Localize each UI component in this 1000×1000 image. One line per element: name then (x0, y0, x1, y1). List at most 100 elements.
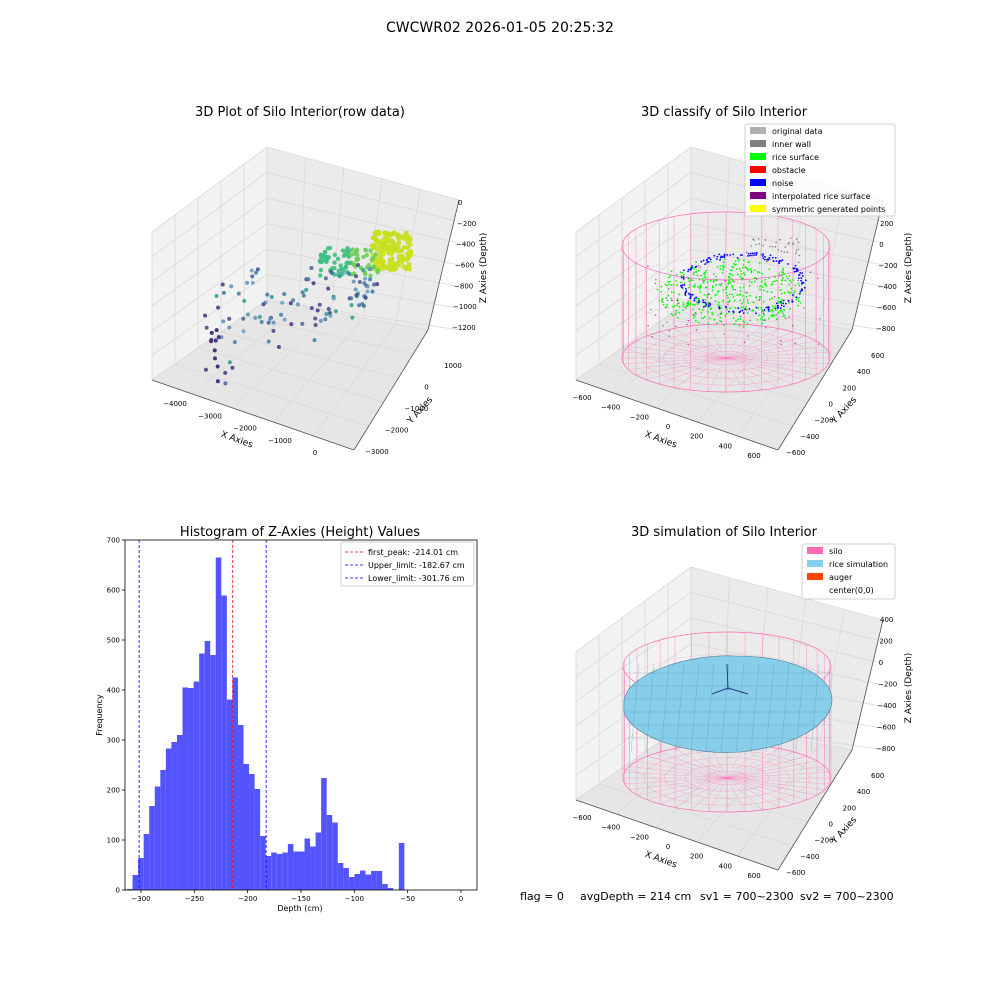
histogram-bar (165, 748, 172, 890)
tick-label: 200 (880, 220, 893, 228)
y-tick-label: 700 (107, 537, 120, 545)
x-tick-label: −100 (345, 895, 364, 903)
classify-x-ticks: −600 −400 −200 0 200 400 600 (572, 394, 760, 460)
legend-swatch (750, 179, 766, 186)
panel-simulation: 3D simulation of Silo Interior −600−400−… (572, 525, 914, 880)
tick-label: −400 (877, 702, 896, 710)
tick-label: −400 (456, 241, 475, 249)
legend-label: noise (772, 179, 793, 188)
tick-label: 400 (719, 442, 732, 450)
status-sv1: sv1 = 700~2300 (700, 890, 794, 903)
hist-ylabel: Frequency (95, 694, 104, 736)
histogram-bar (276, 854, 283, 890)
legend-label: rice simulation (829, 560, 888, 569)
legend-swatch (750, 153, 766, 160)
tick-label: −800 (876, 745, 895, 753)
y-tick-label: 500 (107, 637, 120, 645)
legend-swatch (750, 166, 766, 173)
histogram-bar (260, 836, 266, 890)
classify-point-cloud (647, 237, 821, 346)
tick-label: −200 (878, 262, 897, 270)
histogram-bar (304, 838, 311, 890)
tick-label: 0 (313, 449, 317, 457)
histogram-bar (132, 875, 139, 890)
raw-title: 3D Plot of Silo Interior(row data) (195, 105, 405, 120)
tick-label: −400 (601, 824, 620, 832)
tick-label: 0 (666, 843, 670, 851)
auger-line (726, 663, 729, 691)
tick-label: −2000 (385, 427, 409, 435)
histogram-bar (226, 699, 233, 890)
tick-label: −200 (878, 681, 897, 689)
tick-label: −600 (455, 262, 474, 270)
tick-label: 0 (424, 384, 428, 392)
tick-label: −600 (572, 814, 591, 822)
tick-label: −400 (878, 283, 897, 291)
x-tick-label: −200 (238, 895, 257, 903)
y-tick-label: 200 (107, 787, 120, 795)
raw-z-ticks: 0 −200 −400 −600 −800 −1000 −1200 (452, 199, 477, 332)
tick-label: −200 (457, 220, 476, 228)
tick-label: 200 (690, 433, 703, 441)
classify-silo-wireframe (621, 211, 831, 393)
tick-label: −2000 (233, 425, 257, 433)
legend-label: first_peak: -214.01 cm (368, 548, 458, 557)
tick-label: −1000 (268, 437, 292, 445)
y-tick-label: 300 (107, 737, 120, 745)
raw-zlabel: Z Axies (Depth) (479, 233, 489, 304)
histogram-bar (221, 595, 227, 890)
tick-label: 200 (843, 804, 856, 812)
tick-label: −1000 (453, 303, 477, 311)
simulation-ylabel: Y Axies (829, 815, 859, 847)
x-tick-label: −50 (400, 895, 415, 903)
histogram-bar (365, 874, 372, 890)
histogram-bar (171, 742, 177, 890)
tick-label: −4000 (163, 400, 187, 408)
rice-surface (623, 655, 833, 753)
x-tick-label: 0 (459, 895, 463, 903)
histogram-bar (337, 863, 344, 890)
histogram-plot-area: −300 −250 −200 −150 −100 −50 0 0 100 200 300 400 500… (107, 537, 478, 903)
panel-histogram: Histogram of Z-Axies (Height) Values −30… (95, 525, 478, 913)
tick-label: 0 (458, 199, 462, 207)
histogram-bar (321, 778, 327, 890)
legend-label: Upper_limit: -182.67 cm (368, 561, 465, 570)
histogram-bar (154, 786, 161, 890)
histogram-bar (265, 856, 272, 890)
legend-swatch (807, 573, 823, 580)
histogram-bar (143, 834, 150, 890)
histogram-bar (232, 677, 238, 890)
tick-label: 400 (857, 368, 870, 376)
histogram-bar (371, 871, 377, 890)
histogram-bar (204, 641, 211, 890)
histogram-bar (387, 888, 394, 890)
legend-label: interpolated rice surface (772, 192, 870, 201)
histogram-bar (249, 774, 255, 890)
histogram-bar (193, 681, 200, 890)
simulation-xlabel: X Axies (643, 850, 678, 871)
histogram-bar (199, 653, 205, 890)
raw-y-ticks: 1000 0 −1000 −2000 −3000 (365, 362, 462, 456)
tick-label: 0 (879, 659, 883, 667)
tick-label: 200 (690, 853, 703, 861)
tick-label: 400 (857, 788, 870, 796)
simulation-rice-surface (623, 655, 833, 753)
simulation-zlabel: Z Axies (Depth) (904, 653, 914, 724)
histogram-bar (271, 852, 277, 890)
tick-label: 400 (719, 862, 732, 870)
tick-label: 0 (666, 423, 670, 431)
tick-label: 1000 (444, 362, 462, 370)
legend-label: silo (829, 547, 843, 556)
tick-label: 400 (880, 616, 893, 624)
histogram-bar (138, 858, 144, 890)
x-tick-label: −300 (131, 895, 150, 903)
histogram-bar (254, 789, 261, 890)
legend-label: rice surface (772, 153, 819, 162)
tick-label: −600 (877, 724, 896, 732)
histogram-bar (354, 874, 360, 890)
tick-label: −600 (572, 394, 591, 402)
y-tick-label: 600 (107, 587, 120, 595)
legend-swatch (807, 560, 823, 567)
tick-label: −200 (814, 417, 833, 425)
